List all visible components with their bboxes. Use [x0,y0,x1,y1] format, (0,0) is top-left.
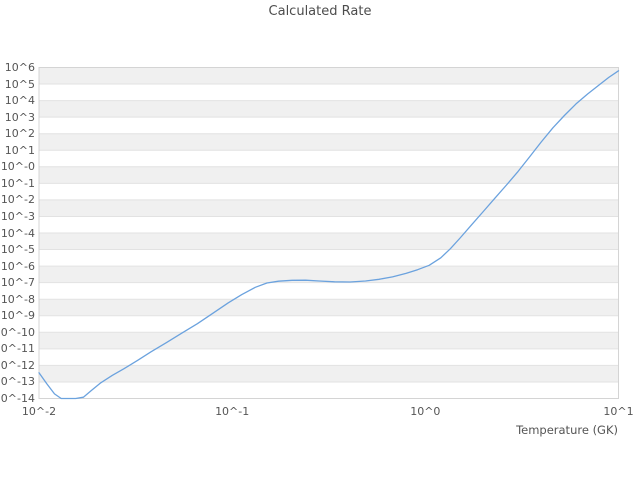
y-tick-label: 10^-6 [0,259,35,273]
x-tick-label: 10^1 [603,405,634,418]
y-tick-label: 10^-4 [0,226,35,240]
grid-band [39,299,619,316]
chart-title: Calculated Rate [268,4,372,19]
grid-band [39,199,619,217]
y-tick-label: 10^-0 [0,160,35,174]
y-tick-label: 10^2 [4,127,35,141]
y-tick-label: 10^4 [4,94,35,108]
y-tick-label: 10^-8 [0,292,35,306]
y-tick-label: 10^5 [4,77,35,91]
plot-border [38,67,619,399]
grid-band [39,100,619,118]
x-tick-label: 10^-1 [215,405,250,418]
grid-band [39,133,619,151]
x-tick-label: 10^0 [410,405,441,418]
y-tick-label: 10^1 [4,143,35,157]
x-axis-title: Temperature (GK) [516,423,618,437]
y-tick-label: 10^-3 [0,209,35,223]
grid-band [39,266,619,283]
y-tick-label: 10^6 [4,61,35,74]
y-tick-label: 10^-13 [0,375,35,389]
y-tick-label: 10^-7 [0,276,35,290]
grid-band [39,166,619,184]
grid-band [39,233,619,250]
x-tick-label: 10^-2 [21,405,57,418]
y-tick-label: 10^-12 [0,358,35,372]
y-tick-label: 10^-5 [0,243,35,257]
y-tick-label: 10^-2 [0,193,35,207]
y-tick-label: 10^-11 [0,342,35,356]
grid-band [39,365,619,382]
rate-curve [38,70,620,400]
y-tick-label: 10^3 [4,110,35,124]
y-tick-label: 10^-10 [0,325,35,339]
y-tick-label: 10^-9 [0,309,35,323]
y-tick-label: 10^-1 [0,176,35,190]
grid-band [39,67,619,85]
y-tick-label: 10^-14 [0,392,35,405]
grid-band [39,332,619,349]
